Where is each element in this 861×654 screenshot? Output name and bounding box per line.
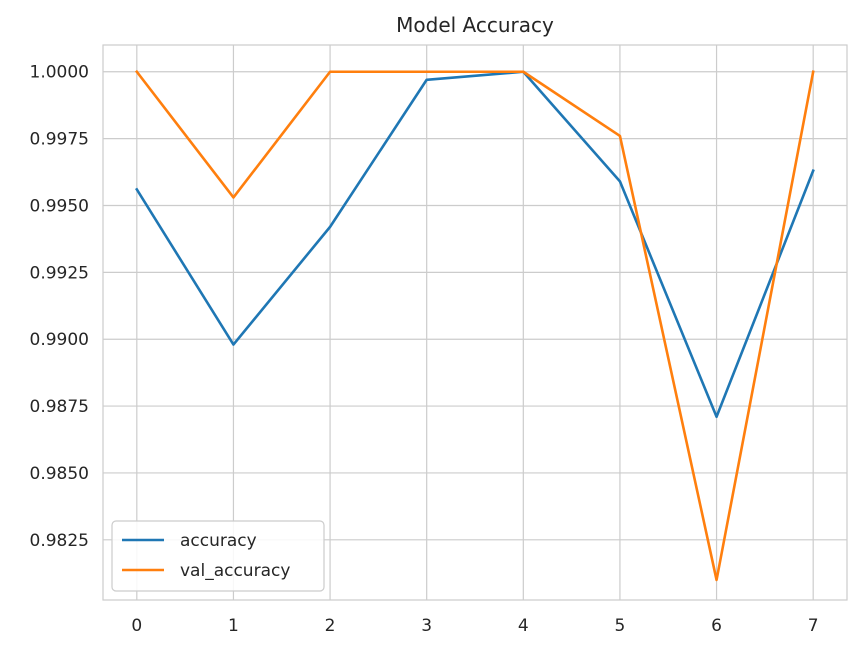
x-tick-label: 0 bbox=[131, 616, 142, 636]
legend: accuracy val_accuracy bbox=[112, 521, 324, 591]
series-line-val-accuracy bbox=[137, 72, 813, 580]
y-tick-label: 0.9825 bbox=[30, 531, 89, 551]
plot-frame bbox=[103, 45, 847, 600]
y-tick-label: 0.9875 bbox=[30, 397, 89, 417]
series-lines bbox=[137, 72, 814, 580]
y-tick-label: 1.0000 bbox=[30, 63, 89, 83]
x-tick-label: 5 bbox=[615, 616, 626, 636]
x-tick-label: 2 bbox=[325, 616, 336, 636]
y-tick-label: 0.9975 bbox=[30, 130, 89, 150]
chart-title: Model Accuracy bbox=[396, 13, 554, 37]
x-tick-label: 7 bbox=[808, 616, 819, 636]
x-tick-label: 6 bbox=[711, 616, 722, 636]
legend-label: val_accuracy bbox=[180, 561, 290, 581]
x-tick-label: 1 bbox=[228, 616, 239, 636]
y-tick-label: 0.9950 bbox=[30, 196, 89, 216]
x-axis-ticks: 0 1 2 3 4 5 6 7 bbox=[131, 616, 818, 636]
legend-label: accuracy bbox=[180, 531, 257, 551]
y-tick-label: 0.9850 bbox=[30, 464, 89, 484]
series-line-accuracy bbox=[137, 72, 813, 417]
y-axis-ticks: 1.0000 0.9975 0.9950 0.9925 0.9900 0.9875 0.98… bbox=[30, 63, 89, 551]
x-tick-label: 4 bbox=[518, 616, 529, 636]
y-tick-label: 0.9900 bbox=[30, 330, 89, 350]
x-tick-label: 3 bbox=[421, 616, 432, 636]
y-tick-label: 0.9925 bbox=[30, 263, 89, 283]
grid bbox=[103, 45, 847, 600]
